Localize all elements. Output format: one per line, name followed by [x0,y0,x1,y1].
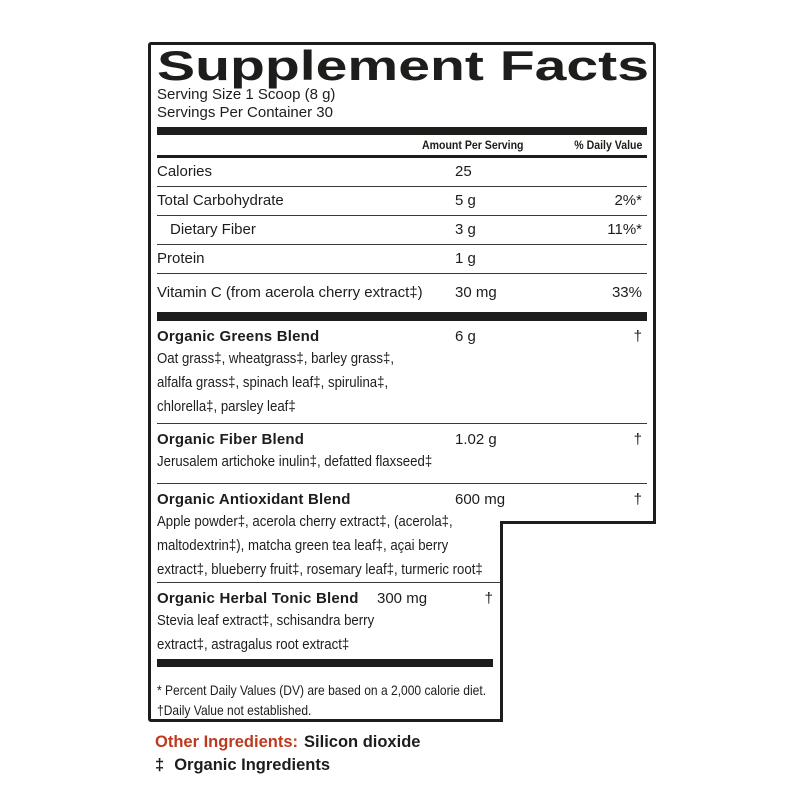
nutrient-amount: 25 [455,163,472,180]
nutrient-name: Total Carbohydrate [157,192,284,209]
blend-amount: 300 mg [377,590,428,607]
thick-divider-bottom [157,659,493,667]
blend-ingredients: Jerusalem artichoke inulin‡, defatted fl… [157,453,433,470]
nutrient-dv: 2%* [614,192,642,209]
nutrient-row-dietary-fiber: Dietary Fiber 3 g 11%* [157,216,647,245]
blend-ingredients: Stevia leaf extract‡, schisandra berry e… [157,612,375,653]
blend-section-herbal-tonic: Organic Herbal Tonic Blend 300 mg † Stev… [157,583,493,659]
footnote-dv-not-established: †Daily Value not established. [157,702,312,718]
blend-ingredients: Oat grass‡, wheatgrass‡, barley grass‡, … [157,350,394,415]
nutrient-row-vitamin-c: Vitamin C (from acerola cherry extract‡)… [157,274,647,312]
blend-amount: 6 g [455,328,476,345]
daily-value-header: % Daily Value [573,138,642,152]
panel-step-cutout [500,521,656,722]
panel-title-text: Supplement Facts [157,42,649,89]
blend-name: Organic Fiber Blend [157,431,305,448]
footnote-daily-values: * Percent Daily Values (DV) are based on… [157,682,487,698]
nutrient-name: Vitamin C (from acerola cherry extract‡) [157,284,423,301]
servings-per-container-line: Servings Per Container 30 [157,104,333,121]
nutrient-name: Dietary Fiber [170,221,256,238]
blend-dv: † [633,491,642,508]
footnotes: * Percent Daily Values (DV) are based on… [157,680,647,720]
nutrient-row-calories: Calories 25 [157,158,647,187]
other-ingredients-line: Other Ingredients: Silicon dioxide [155,731,420,754]
thick-divider-top [157,127,647,135]
blend-section-fiber: Organic Fiber Blend 1.02 g † Jerusalem a… [157,424,647,484]
serving-size-line: Serving Size 1 Scoop (8 g) [157,86,336,103]
nutrient-amount: 30 mg [455,284,497,301]
blend-amount: 600 mg [455,491,506,508]
nutrient-amount: 5 g [455,192,476,209]
thick-divider-middle [157,312,647,321]
blend-section-greens: Organic Greens Blend 6 g † Oat grass‡, w… [157,321,647,424]
supplement-facts-panel: Supplement Facts Serving Size 1 Scoop (8… [148,42,656,722]
nutrient-name: Protein [157,250,205,267]
blend-dv: † [633,431,642,448]
blend-amount: 1.02 g [455,431,497,448]
nutrient-amount: 1 g [455,250,476,267]
blend-header: Organic Antioxidant Blend 600 mg † [157,490,647,510]
other-ingredients-value: Silicon dioxide [304,733,421,751]
column-headers: Amount Per Serving % Daily Value [157,135,647,158]
blend-name: Organic Antioxidant Blend [157,491,351,508]
blend-header: Organic Greens Blend 6 g † [157,327,647,347]
blend-section-antioxidant: Organic Antioxidant Blend 600 mg † Apple… [157,484,647,583]
nutrient-amount: 3 g [455,221,476,238]
blend-name: Organic Greens Blend [157,328,320,345]
double-dagger-marker: ‡ [155,756,165,774]
nutrient-dv: 33% [611,284,642,301]
blend-header: Organic Herbal Tonic Blend 300 mg † [157,589,493,609]
nutrient-name: Calories [157,163,213,180]
below-panel-notes: Other Ingredients: Silicon dioxide ‡ Organ… [155,731,420,777]
panel-title: Supplement Facts [157,42,649,89]
blend-ingredients: Apple powder‡, acerola cherry extract‡, … [157,513,483,578]
blend-header: Organic Fiber Blend 1.02 g † [157,430,647,450]
nutrient-dv: 11%* [607,221,642,238]
nutrient-row-protein: Protein 1 g [157,245,647,274]
amount-per-serving-header: Amount Per Serving [422,138,524,152]
blend-dv: † [484,590,493,607]
organic-ingredients-line: ‡ Organic Ingredients [155,754,420,777]
other-ingredients-label: Other Ingredients: [155,733,299,751]
nutrient-row-total-carbohydrate: Total Carbohydrate 5 g 2%* [157,187,647,216]
organic-ingredients-note: Organic Ingredients [174,756,331,774]
blend-dv: † [633,328,642,345]
blend-name: Organic Herbal Tonic Blend [157,590,359,607]
